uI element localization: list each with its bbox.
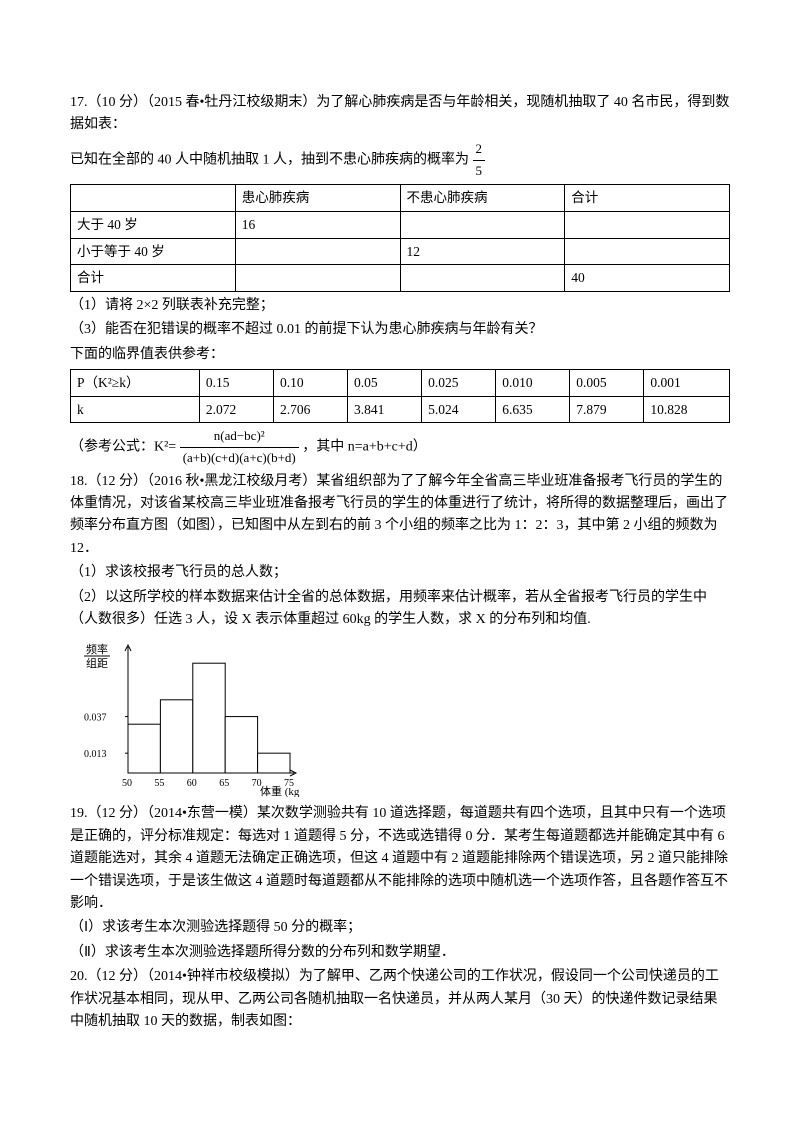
table-cell: [565, 211, 730, 238]
q19-sub1: （Ⅰ）求该考生本次测验选择题得 50 分的概率；: [70, 917, 730, 939]
table-cell: 2.706: [273, 396, 347, 423]
frac-den: 5: [473, 161, 486, 182]
q17-ref: 下面的临界值表供参考：: [70, 344, 730, 366]
table-cell: 0.05: [348, 369, 422, 396]
q18-sub1: （1）求该校报考飞行员的总人数；: [70, 562, 730, 584]
table-header: [71, 185, 236, 212]
svg-text:组距: 组距: [86, 656, 108, 670]
table-cell: 3.841: [348, 396, 422, 423]
q17-sub3: （3）能否在犯错误的概率不超过 0.01 的前提下认为患心肺疾病与年龄有关？: [70, 319, 730, 341]
q18-sub2: （2）以这所学校的样本数据来估计全省的总体数据，用频率来估计概率，若从全省报考飞…: [70, 587, 730, 632]
table-cell: 0.15: [199, 369, 273, 396]
formula-den: (a+b)(c+d)(a+c)(b+d): [180, 448, 299, 469]
histogram-svg: 频率组距0.0130.037505560657075体重 (kg): [80, 637, 300, 797]
table-cell: 0.010: [496, 369, 570, 396]
table-cell: [400, 265, 565, 292]
formula-frac: n(ad−bc)² (a+b)(c+d)(a+c)(b+d): [180, 426, 299, 469]
q17-critical-table: P（K²≥k）0.150.100.050.0250.0100.0050.001 k…: [70, 369, 730, 423]
svg-text:55: 55: [154, 778, 164, 789]
table-cell: [235, 265, 400, 292]
table-cell: 12: [400, 238, 565, 265]
table-cell: 5.024: [422, 396, 496, 423]
table-cell: 0.10: [273, 369, 347, 396]
q17-prob-text: 已知在全部的 40 人中随机抽取 1 人，抽到不患心肺疾病的概率为: [70, 152, 469, 167]
svg-text:体重 (kg): 体重 (kg): [260, 784, 300, 797]
formula-post: ，其中 n=a+b+c+d）: [302, 440, 427, 455]
q18-histogram: 频率组距0.0130.037505560657075体重 (kg): [80, 637, 730, 797]
table-cell: 大于 40 岁: [71, 211, 236, 238]
table-header: 不患心肺疾病: [400, 185, 565, 212]
table-cell: k: [71, 396, 200, 423]
formula-num: n(ad−bc)²: [180, 426, 299, 448]
svg-text:0.037: 0.037: [84, 713, 107, 724]
formula-pre: （参考公式：K²=: [70, 440, 176, 455]
q20-intro: 20.（12 分）（2014•钟祥市校级模拟）为了解甲、乙两个快递公司的工作状况…: [70, 966, 730, 1033]
table-cell: P（K²≥k）: [71, 369, 200, 396]
table-cell: 16: [235, 211, 400, 238]
table-header: 患心肺疾病: [235, 185, 400, 212]
q17-intro: 17.（10 分）（2015 春•牡丹江校级期末）为了解心肺疾病是否与年龄相关，…: [70, 92, 730, 137]
table-header: 合计: [565, 185, 730, 212]
table-cell: [565, 238, 730, 265]
q17-frac: 2 5: [473, 139, 486, 182]
q17-formula: （参考公式：K²= n(ad−bc)² (a+b)(c+d)(a+c)(b+d)…: [70, 426, 730, 469]
table-cell: 0.001: [644, 369, 730, 396]
table-cell: 小于等于 40 岁: [71, 238, 236, 265]
table-cell: [235, 238, 400, 265]
q19-intro: 19.（12 分）（2014•东营一模）某次数学测验共有 10 道选择题，每道题…: [70, 803, 730, 915]
table-cell: [400, 211, 565, 238]
q17-contingency-table: 患心肺疾病不患心肺疾病合计大于 40 岁16小于等于 40 岁12合计40: [70, 184, 730, 291]
svg-text:50: 50: [122, 778, 132, 789]
table-cell: 合计: [71, 265, 236, 292]
table-cell: 0.005: [570, 369, 644, 396]
frac-num: 2: [473, 139, 486, 161]
table-cell: 2.072: [199, 396, 273, 423]
svg-text:60: 60: [187, 778, 197, 789]
table-cell: 6.635: [496, 396, 570, 423]
table-cell: 40: [565, 265, 730, 292]
q17-prob: 已知在全部的 40 人中随机抽取 1 人，抽到不患心肺疾病的概率为 2 5: [70, 139, 730, 182]
q17-sub1: （1）请将 2×2 列联表补充完整；: [70, 295, 730, 317]
table-cell: 7.879: [570, 396, 644, 423]
svg-text:频率: 频率: [86, 642, 108, 656]
svg-text:0.013: 0.013: [84, 750, 107, 761]
svg-text:65: 65: [219, 778, 229, 789]
table-cell: 10.828: [644, 396, 730, 423]
table-cell: 0.025: [422, 369, 496, 396]
q19-sub2: （Ⅱ）求该考生本次测验选择题所得分数的分布列和数学期望．: [70, 942, 730, 964]
q18-intro: 18.（12 分）（2016 秋•黑龙江校级月考）某省组织部为了了解今年全省高三…: [70, 471, 730, 561]
